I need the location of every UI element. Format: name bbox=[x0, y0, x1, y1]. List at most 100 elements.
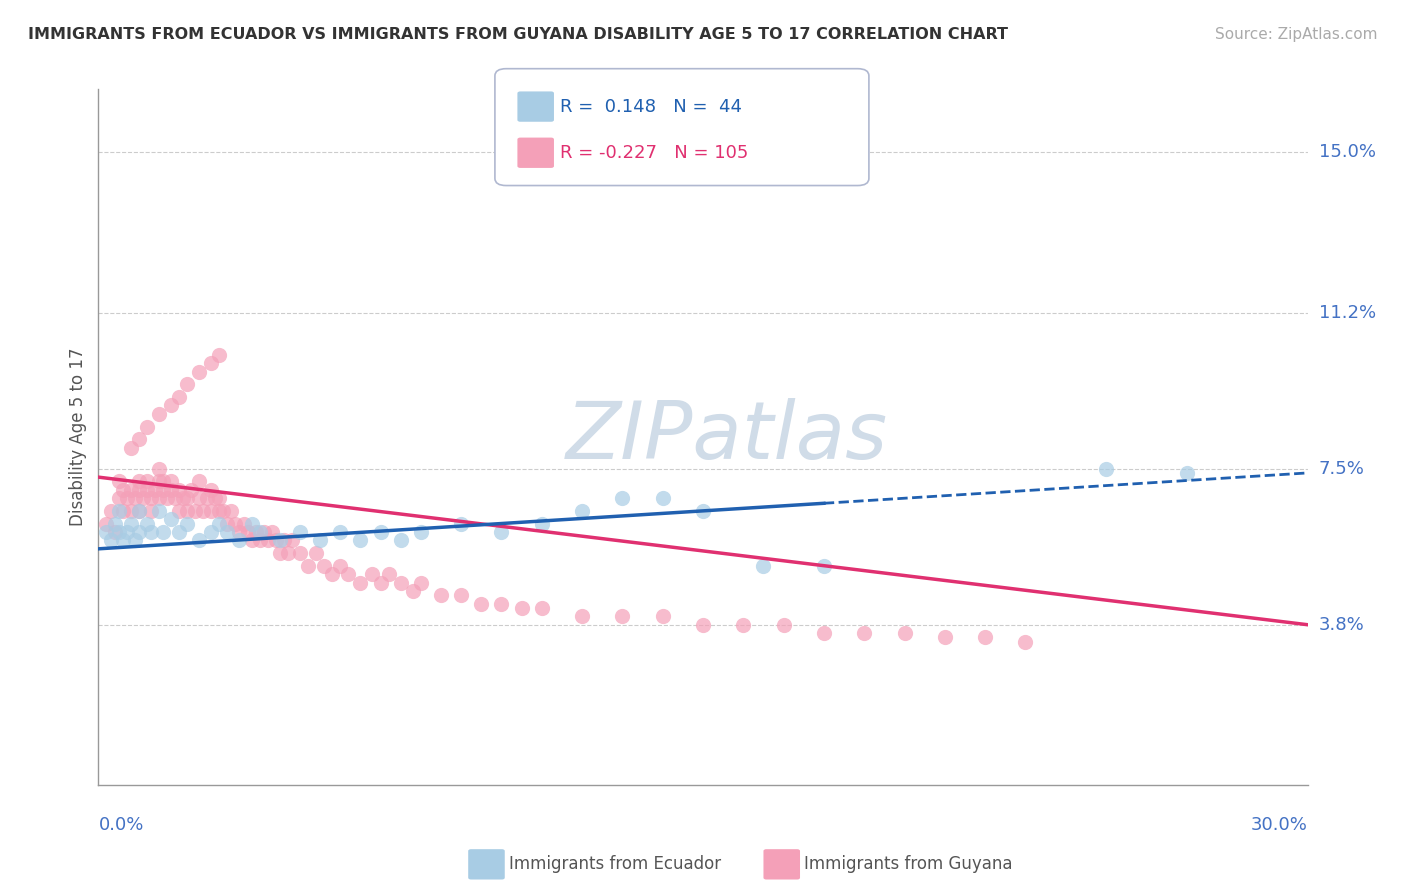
Point bbox=[128, 432, 150, 446]
Point bbox=[176, 491, 198, 506]
Text: 0.0%: 0.0% bbox=[98, 815, 143, 833]
Point bbox=[240, 516, 263, 531]
Point bbox=[612, 491, 634, 506]
Point bbox=[193, 504, 215, 518]
Point bbox=[160, 483, 183, 497]
Point bbox=[208, 348, 231, 362]
Text: IMMIGRANTS FROM ECUADOR VS IMMIGRANTS FROM GUYANA DISABILITY AGE 5 TO 17 CORRELA: IMMIGRANTS FROM ECUADOR VS IMMIGRANTS FR… bbox=[28, 27, 1008, 42]
Point bbox=[124, 533, 146, 548]
Point bbox=[402, 584, 425, 599]
Point bbox=[160, 475, 183, 489]
Point bbox=[813, 626, 835, 640]
Point bbox=[249, 524, 271, 539]
Point bbox=[120, 504, 142, 518]
Point bbox=[111, 504, 134, 518]
Point bbox=[115, 524, 138, 539]
Point bbox=[111, 483, 134, 497]
Point bbox=[135, 419, 157, 434]
Point bbox=[120, 516, 142, 531]
Point bbox=[160, 399, 183, 413]
Point bbox=[132, 491, 155, 506]
Point bbox=[337, 567, 360, 582]
Point bbox=[107, 524, 129, 539]
Point bbox=[148, 407, 170, 421]
Point bbox=[107, 491, 129, 506]
Point bbox=[135, 475, 157, 489]
Point bbox=[309, 533, 332, 548]
Point bbox=[212, 504, 235, 518]
Point bbox=[228, 533, 250, 548]
Point bbox=[1175, 466, 1198, 480]
Point bbox=[208, 491, 231, 506]
Point bbox=[217, 516, 239, 531]
Point bbox=[314, 558, 336, 573]
Text: 7.5%: 7.5% bbox=[1319, 459, 1365, 478]
Point bbox=[329, 524, 352, 539]
Point bbox=[571, 609, 593, 624]
Point bbox=[221, 504, 243, 518]
Point bbox=[128, 475, 150, 489]
Point bbox=[249, 533, 271, 548]
Point bbox=[329, 558, 352, 573]
Text: ZIPatlas: ZIPatlas bbox=[567, 398, 889, 476]
Point bbox=[156, 491, 179, 506]
Point bbox=[409, 524, 432, 539]
Text: 15.0%: 15.0% bbox=[1319, 144, 1375, 161]
Point bbox=[224, 516, 246, 531]
Point bbox=[103, 516, 125, 531]
Point bbox=[281, 533, 304, 548]
Point bbox=[491, 524, 513, 539]
Point bbox=[530, 516, 553, 531]
Point bbox=[813, 558, 835, 573]
Point bbox=[139, 491, 162, 506]
Point bbox=[893, 626, 915, 640]
Point bbox=[152, 483, 174, 497]
Point bbox=[389, 533, 412, 548]
Point bbox=[96, 516, 118, 531]
Point bbox=[692, 617, 714, 632]
Text: Immigrants from Ecuador: Immigrants from Ecuador bbox=[509, 855, 721, 873]
Point bbox=[228, 524, 250, 539]
Point bbox=[530, 600, 553, 615]
Point bbox=[152, 524, 174, 539]
Point bbox=[180, 483, 202, 497]
Point bbox=[273, 533, 295, 548]
Point bbox=[208, 516, 231, 531]
Point bbox=[470, 597, 492, 611]
Point bbox=[612, 609, 634, 624]
Point bbox=[103, 524, 125, 539]
Point bbox=[253, 524, 276, 539]
Point bbox=[188, 491, 211, 506]
Point bbox=[96, 524, 118, 539]
Point bbox=[128, 504, 150, 518]
Point bbox=[135, 483, 157, 497]
Point bbox=[188, 475, 211, 489]
Point bbox=[176, 516, 198, 531]
Point bbox=[176, 377, 198, 392]
Point bbox=[148, 491, 170, 506]
Point bbox=[195, 491, 218, 506]
Text: 11.2%: 11.2% bbox=[1319, 303, 1376, 322]
Point bbox=[208, 504, 231, 518]
Point bbox=[430, 588, 453, 602]
Point bbox=[120, 441, 142, 455]
Point bbox=[349, 533, 371, 548]
Point bbox=[853, 626, 876, 640]
Point bbox=[733, 617, 755, 632]
Point bbox=[288, 546, 311, 560]
Point bbox=[349, 575, 371, 590]
Point bbox=[139, 524, 162, 539]
Point bbox=[167, 524, 190, 539]
Text: Immigrants from Guyana: Immigrants from Guyana bbox=[804, 855, 1012, 873]
Point bbox=[571, 504, 593, 518]
Point bbox=[128, 504, 150, 518]
Point bbox=[217, 524, 239, 539]
Point bbox=[256, 533, 278, 548]
Point bbox=[152, 475, 174, 489]
Point bbox=[389, 575, 412, 590]
Point bbox=[148, 504, 170, 518]
Point bbox=[148, 475, 170, 489]
Point bbox=[974, 631, 997, 645]
Point bbox=[176, 504, 198, 518]
Point bbox=[236, 524, 259, 539]
